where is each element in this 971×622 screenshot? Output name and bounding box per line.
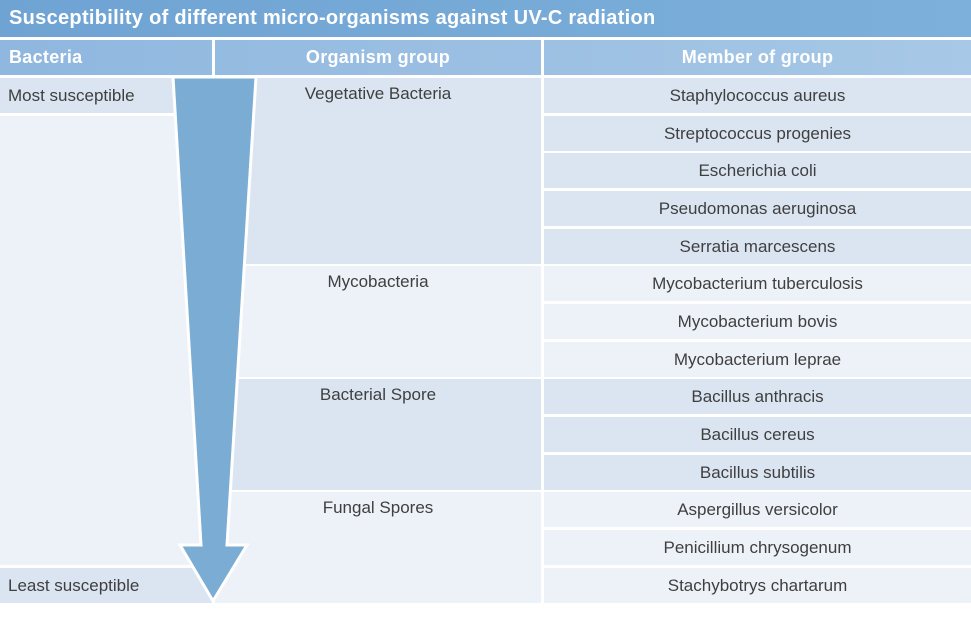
header-row: [0, 40, 971, 75]
group-cell-mycobacteria: Mycobacteria: [215, 266, 541, 377]
most-susceptible-label: Most susceptible: [0, 78, 212, 113]
member-cell: Bacillus cereus: [544, 417, 971, 452]
table-title: Susceptibility of different micro-organi…: [0, 0, 971, 37]
column-header-member-of-group: Member of group: [681, 47, 834, 67]
member-cell: Penicillium chrysogenum: [544, 530, 971, 565]
member-cell: Bacillus subtilis: [544, 455, 971, 490]
member-cell: Mycobacterium tuberculosis: [544, 266, 971, 301]
member-cell: Stachybotrys chartarum: [544, 568, 971, 603]
column-header-bacteria: Bacteria: [9, 47, 83, 67]
member-cell: Pseudomonas aeruginosa: [544, 191, 971, 226]
susceptibility-scale-spacer: [0, 116, 212, 565]
group-cell-fungal-spores: Fungal Spores: [215, 492, 541, 603]
header-divider: [541, 40, 544, 75]
member-cell: Mycobacterium bovis: [544, 304, 971, 339]
member-cell: Aspergillus versicolor: [544, 492, 971, 527]
member-cell: Escherichia coli: [544, 153, 971, 188]
column-header-organism-group: Organism group: [305, 47, 451, 67]
member-cell: Staphylococcus aureus: [544, 78, 971, 113]
group-cell-vegetative-bacteria: Vegetative Bacteria: [215, 78, 541, 264]
member-cell: Serratia marcescens: [544, 229, 971, 264]
header-divider: [212, 40, 215, 75]
least-susceptible-label: Least susceptible: [0, 568, 212, 603]
member-cell: Streptococcus progenies: [544, 116, 971, 151]
member-cell: Bacillus anthracis: [544, 379, 971, 414]
group-cell-bacterial-spore: Bacterial Spore: [215, 379, 541, 490]
member-cell: Mycobacterium leprae: [544, 342, 971, 377]
